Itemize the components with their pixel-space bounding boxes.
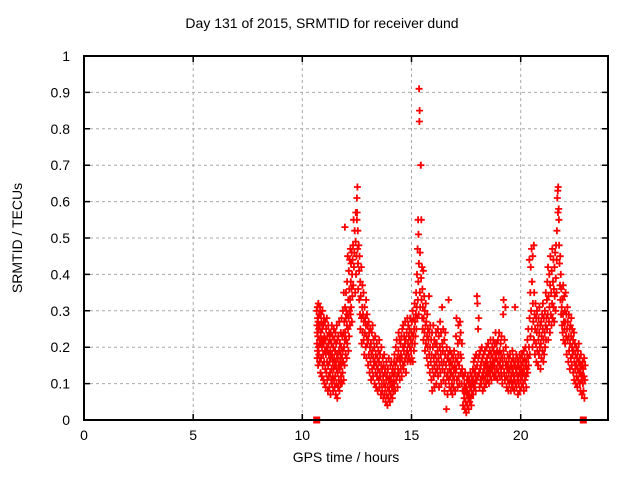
y-tick-label: 0.5 bbox=[51, 230, 71, 246]
y-axis-label: SRMTID / TECUs bbox=[9, 183, 25, 293]
srmtid-scatter-series bbox=[313, 85, 589, 417]
tick-labels: 0 5 10 15 20 0 0.1 0.2 0.3 0.4 0.5 0.6 0.7 0.8 0.9 1 bbox=[51, 48, 529, 443]
x-tick-label: 10 bbox=[295, 427, 311, 443]
chart-title: Day 131 of 2015, SRMTID for receiver dun… bbox=[185, 15, 458, 31]
x-tick-label: 5 bbox=[189, 427, 197, 443]
y-tick-label: 0.2 bbox=[51, 339, 71, 355]
x-axis-label: GPS time / hours bbox=[293, 449, 400, 465]
x-tick-label: 20 bbox=[513, 427, 529, 443]
grid-lines bbox=[84, 56, 608, 420]
y-tick-label: 0.1 bbox=[51, 376, 71, 392]
y-tick-label: 0.4 bbox=[51, 266, 71, 282]
x-tick-label: 15 bbox=[404, 427, 420, 443]
y-tick-label: 0.8 bbox=[51, 121, 71, 137]
y-tick-label: 1 bbox=[62, 48, 70, 64]
tick-marks bbox=[83, 55, 608, 421]
y-tick-label: 0.9 bbox=[51, 84, 71, 100]
x-tick-label: 0 bbox=[80, 427, 88, 443]
y-tick-label: 0.6 bbox=[51, 194, 71, 210]
y-tick-label: 0.7 bbox=[51, 157, 71, 173]
y-tick-label: 0.3 bbox=[51, 303, 71, 319]
y-tick-label: 0 bbox=[62, 412, 70, 428]
